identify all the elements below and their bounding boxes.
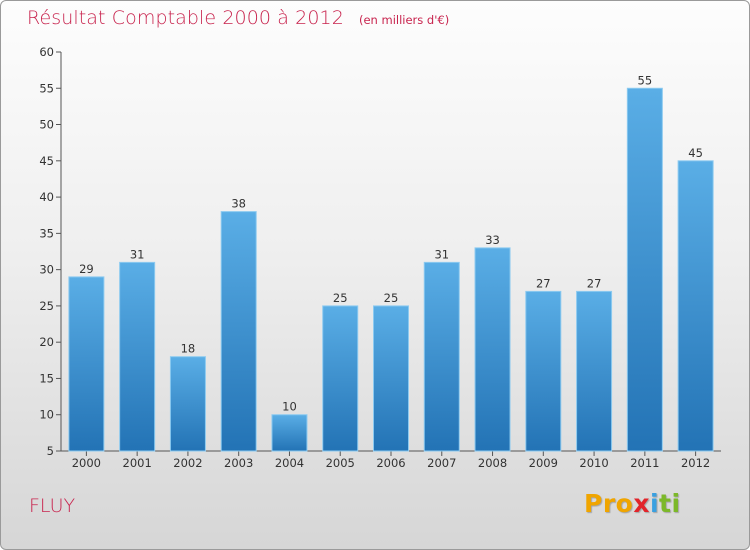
bar: [119, 261, 156, 452]
bar-value-label: 38: [231, 197, 246, 211]
bar: [474, 247, 511, 452]
chart-title: Résultat Comptable 2000 à 2012 (en milli…: [27, 7, 449, 29]
x-tick-label: 2010: [579, 456, 608, 470]
bar: [525, 290, 562, 452]
bar: [220, 211, 257, 452]
y-tick-label: 10: [39, 408, 54, 422]
bar-value-label: 29: [79, 262, 94, 276]
x-tick-label: 2002: [173, 456, 202, 470]
bar: [169, 356, 206, 452]
bar-value-label: 33: [485, 233, 500, 247]
logo-part-2: x: [633, 489, 650, 518]
proxiti-logo[interactable]: Proxiti: [584, 489, 681, 518]
x-tick-label: 2012: [681, 456, 710, 470]
y-tick-label: 20: [39, 335, 54, 349]
y-tick-label: 25: [39, 299, 54, 313]
y-tick-label: 55: [39, 81, 54, 95]
bar: [68, 276, 105, 452]
x-tick-label: 2006: [376, 456, 405, 470]
bar: [322, 305, 359, 452]
bar: [423, 261, 460, 452]
bar: [271, 414, 308, 452]
y-tick-label: 35: [39, 226, 54, 240]
x-tick-label: 2007: [427, 456, 456, 470]
y-tick-label: 50: [39, 118, 54, 132]
chart-unit-label: (en milliers d'€): [358, 13, 450, 27]
bar: [626, 87, 663, 452]
y-tick-label: 40: [39, 190, 54, 204]
x-tick-label: 2000: [72, 456, 101, 470]
bar-value-label: 25: [384, 291, 399, 305]
y-tick-label: 30: [39, 263, 54, 277]
x-tick-label: 2003: [224, 456, 253, 470]
y-tick-label: 45: [39, 154, 54, 168]
bar-value-label: 27: [536, 276, 551, 290]
x-tick-label: 2005: [326, 456, 355, 470]
bar-value-label: 31: [434, 247, 449, 261]
logo-part-4: ti: [659, 489, 681, 518]
logo-part-3: i: [649, 489, 660, 518]
x-tick-label: 2008: [478, 456, 507, 470]
commune-name: FLUY: [29, 495, 76, 517]
x-tick-label: 2004: [275, 456, 304, 470]
chart-bars: 29 31 18 38 10 25 25 31 33 27 27 55 45: [68, 73, 714, 452]
bar: [677, 160, 714, 452]
y-tick-label: 15: [39, 371, 54, 385]
y-tick-label: 60: [39, 45, 54, 59]
bar-value-label: 10: [282, 400, 297, 414]
bar-value-label: 25: [333, 291, 348, 305]
x-tick-label: 2011: [630, 456, 659, 470]
bar-value-label: 31: [130, 247, 145, 261]
bar-value-label: 55: [638, 73, 653, 87]
bar: [373, 305, 409, 452]
bar-value-label: 18: [181, 342, 196, 356]
x-tick-label: 2001: [123, 456, 152, 470]
logo-part-1: Pro: [584, 489, 634, 518]
y-tick-label: 5: [47, 444, 54, 458]
bar-value-label: 45: [688, 146, 703, 160]
bar: [576, 290, 613, 452]
chart-title-text: Résultat Comptable 2000 à 2012: [27, 7, 344, 29]
x-tick-label: 2009: [529, 456, 558, 470]
bar-value-label: 27: [587, 276, 602, 290]
